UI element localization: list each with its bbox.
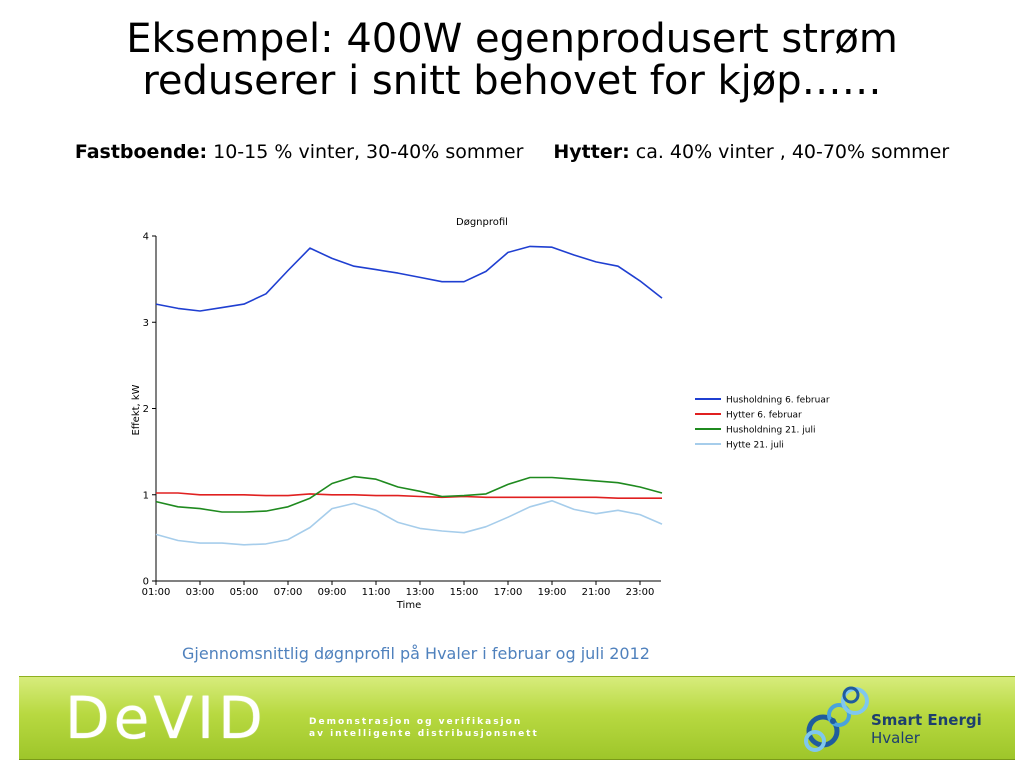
y-tick-label: 2 [143, 404, 149, 415]
fastboende-text: 10-15 % vinter, 30-40% sommer [207, 141, 524, 163]
hytter-label: Hytter: [553, 141, 630, 163]
x-tick-label: 07:00 [274, 587, 303, 598]
smart-energi-logo-icon [804, 686, 869, 752]
brand-name-line1: Smart Energi [871, 711, 982, 729]
x-tick-label: 05:00 [230, 587, 259, 598]
legend-label: Hytte 21. juli [726, 441, 784, 451]
series-line-2 [156, 492, 662, 500]
subtitle: Fastboende: 10-15 % vinter, 30-40% somme… [0, 141, 1024, 163]
y-axis-label: Effekt, kW [131, 384, 142, 435]
x-tick-label: 19:00 [538, 587, 567, 598]
legend-label: Husholdning 6. februar [726, 396, 830, 406]
x-tick-label: 03:00 [186, 587, 215, 598]
brand-name-line2: Hvaler [871, 729, 920, 747]
x-tick-label: 01:00 [142, 587, 171, 598]
chart-container: Døgnprofil Effekt, kW Time 0 1 2 3 4 01:00 03… [115, 212, 853, 630]
x-tick-label: 23:00 [626, 587, 655, 598]
series-line-1 [155, 245, 663, 312]
x-tick-label: 15:00 [450, 587, 479, 598]
x-tick-label: 11:00 [362, 587, 391, 598]
line-chart: Døgnprofil Effekt, kW Time 0 1 2 3 4 01:00 03… [131, 217, 830, 611]
x-tick-label: 13:00 [406, 587, 435, 598]
chart-title: Døgnprofil [456, 217, 508, 228]
smart-energi-brand: Smart Energi Hvaler [871, 711, 982, 747]
y-tick-label: 3 [143, 318, 149, 329]
series-line-4 [155, 499, 663, 546]
slide-title-line1: Eksempel: 400W egenprodusert strøm [126, 16, 898, 62]
legend-label: Husholdning 21. juli [726, 426, 815, 436]
slide-title-line2: reduserer i snitt behovet for kjøp…… [142, 58, 882, 104]
devid-tagline-line1: Demonstrasjon og verifikasjon [309, 717, 523, 727]
hytter-text: ca. 40% vinter , 40-70% sommer [629, 141, 950, 163]
legend-label: Hytter 6. februar [726, 411, 802, 421]
x-axis-label: Time [396, 600, 421, 611]
x-tick-label: 21:00 [582, 587, 611, 598]
devid-tagline: Demonstrasjon og verifikasjon av intelli… [309, 716, 539, 740]
devid-tagline-line2: av intelligente distribusjonsnett [309, 729, 539, 739]
chart-caption: Gjennomsnittlig døgnprofil på Hvaler i f… [182, 644, 650, 663]
y-tick-label: 1 [143, 490, 149, 501]
devid-logo: DeVID [65, 684, 267, 752]
x-tick-label: 17:00 [494, 587, 523, 598]
y-tick-label: 0 [143, 577, 149, 588]
fastboende-label: Fastboende: [74, 141, 208, 163]
slide-title: Eksempel: 400W egenprodusert strøm redus… [0, 18, 1024, 102]
x-tick-label: 09:00 [318, 587, 347, 598]
series-line-3 [155, 475, 663, 513]
footer-banner: DeVID Demonstrasjon og verifikasjon av i… [19, 676, 1015, 760]
y-tick-label: 4 [143, 232, 149, 243]
